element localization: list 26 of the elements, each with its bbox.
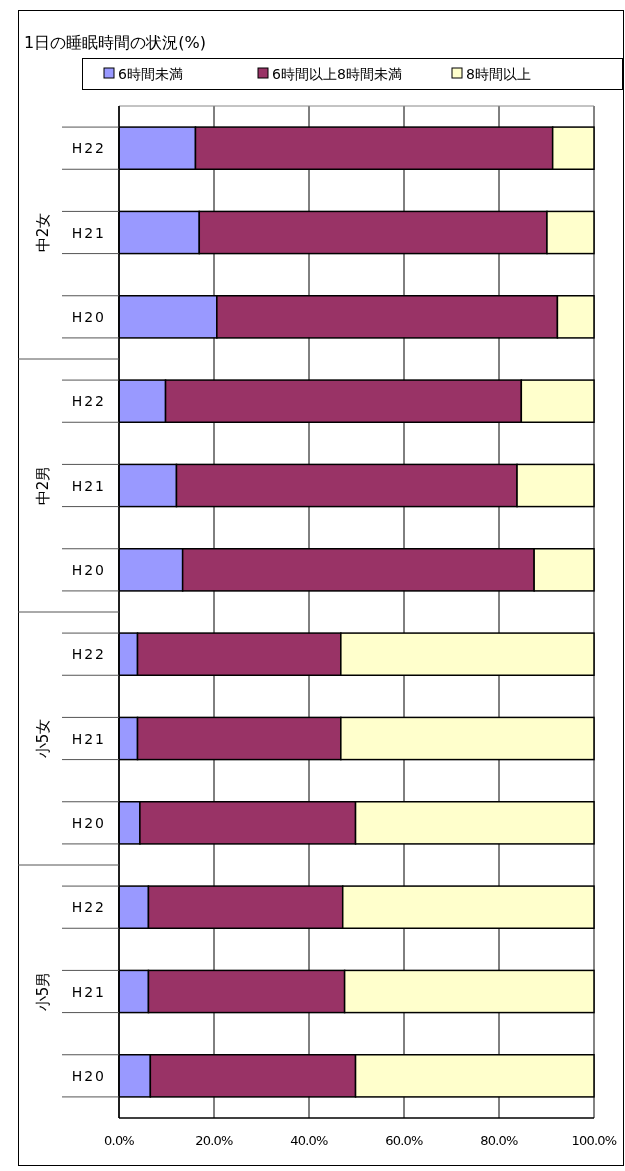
- y-tick-label: H21: [71, 224, 106, 241]
- legend-label: 6時間以上8時間未満: [272, 66, 402, 82]
- x-tick-label: 0.0%: [104, 1133, 135, 1148]
- legend-label: 8時間以上: [466, 66, 531, 82]
- legend-label: 6時間未満: [118, 66, 183, 82]
- text: 中2女: [34, 212, 52, 253]
- y-tick-label: H22: [71, 393, 106, 410]
- x-tick-label: 20.0%: [195, 1133, 234, 1148]
- y-tick-label: H20: [71, 1067, 106, 1084]
- y-tick-label: H20: [71, 814, 106, 831]
- chart-title: 1日の睡眠時間の状況(%): [24, 33, 206, 52]
- y-tick-label: H22: [71, 899, 106, 916]
- x-tick-label: 80.0%: [480, 1133, 519, 1148]
- text: 中2男: [34, 465, 52, 506]
- y-tick-label: H21: [71, 477, 106, 494]
- y-tick-label: H21: [71, 730, 106, 747]
- text: 小5男: [34, 971, 52, 1012]
- y-tick-label: H20: [71, 308, 106, 325]
- y-tick-label: H20: [71, 561, 106, 578]
- x-tick-label: 100.0%: [571, 1133, 617, 1148]
- text: 小5女: [34, 718, 52, 759]
- x-tick-label: 60.0%: [385, 1133, 424, 1148]
- y-tick-label: H22: [71, 140, 106, 157]
- y-tick-label: H21: [71, 983, 106, 1000]
- x-tick-label: 40.0%: [290, 1133, 329, 1148]
- y-tick-label: H22: [71, 646, 106, 663]
